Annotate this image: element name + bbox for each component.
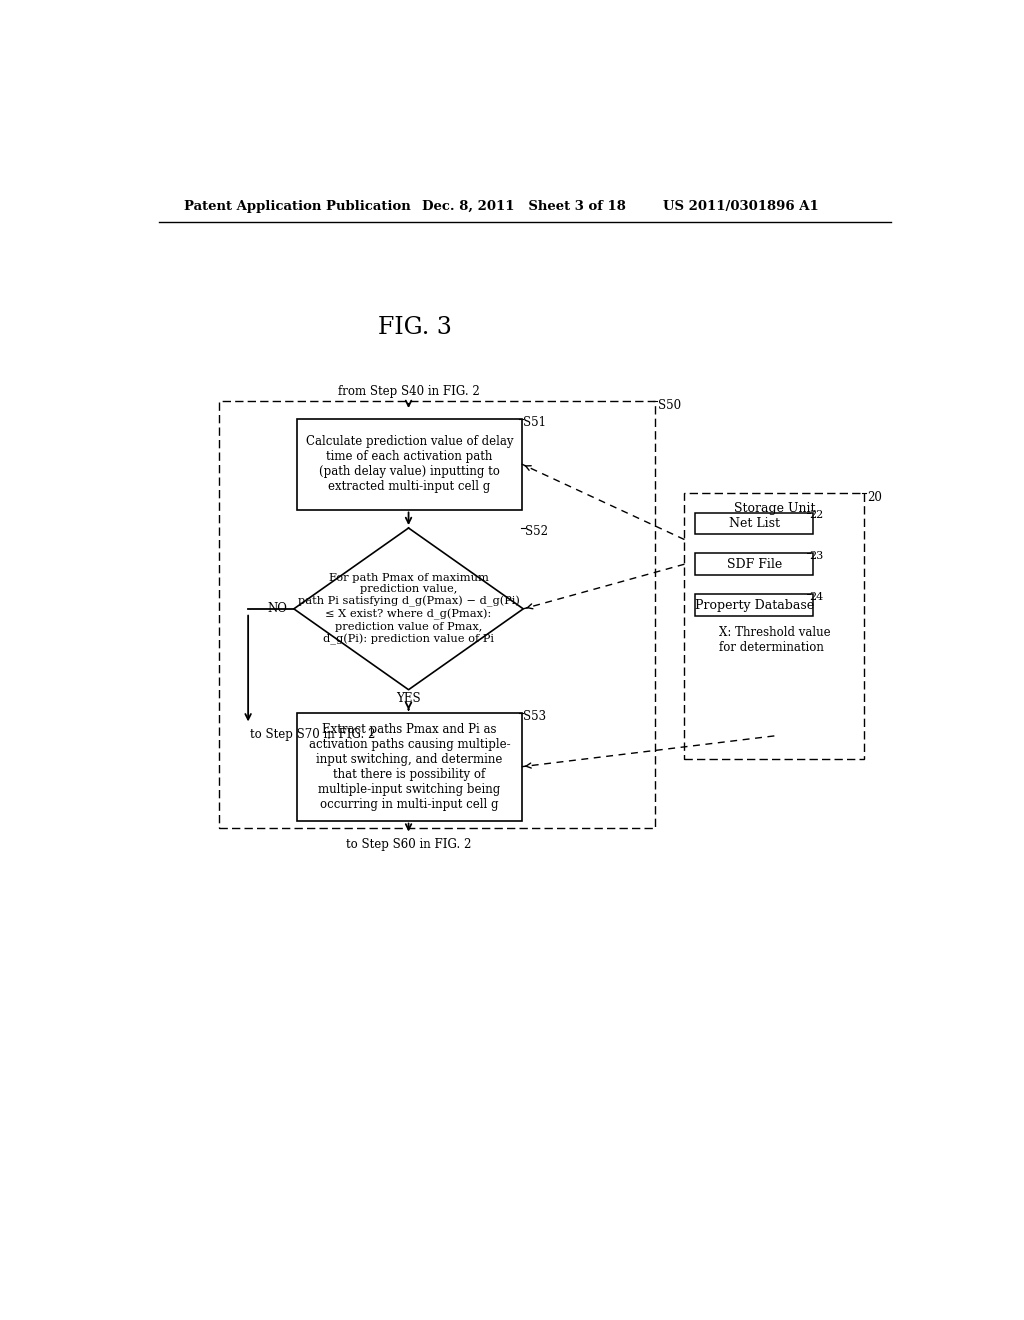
Text: FIG. 3: FIG. 3 [378, 317, 452, 339]
Text: 23: 23 [809, 550, 823, 561]
Text: Extract paths Pmax and Pi as
activation paths causing multiple-
input switching,: Extract paths Pmax and Pi as activation … [308, 723, 510, 810]
Bar [695, 512, 813, 535]
Text: X: Threshold value
for determination: X: Threshold value for determination [719, 626, 830, 653]
Bar [695, 553, 813, 576]
Text: S53: S53 [523, 710, 547, 723]
Text: to Step S60 in FIG. 2: to Step S60 in FIG. 2 [346, 838, 471, 851]
Bar [695, 594, 813, 615]
Text: to Step S70 in FIG. 2: to Step S70 in FIG. 2 [251, 727, 376, 741]
Text: Property Database: Property Database [694, 598, 814, 611]
Text: YES: YES [396, 693, 421, 705]
Text: Storage Unit: Storage Unit [733, 502, 815, 515]
Text: NO: NO [267, 602, 288, 615]
Text: 20: 20 [867, 491, 883, 504]
Text: S50: S50 [658, 399, 681, 412]
Text: US 2011/0301896 A1: US 2011/0301896 A1 [663, 199, 818, 213]
Text: 24: 24 [809, 591, 823, 602]
Text: 22: 22 [809, 510, 823, 520]
Bar [219, 401, 655, 829]
Bar [684, 494, 864, 759]
Text: Patent Application Publication: Patent Application Publication [183, 199, 411, 213]
Bar [297, 418, 521, 510]
Text: from Step S40 in FIG. 2: from Step S40 in FIG. 2 [338, 385, 479, 399]
Bar [297, 713, 521, 821]
Text: For path Pmax of maximum
prediction value,
path Pi satisfying d_g(Pmax) − d_g(Pi: For path Pmax of maximum prediction valu… [298, 573, 519, 645]
Text: S51: S51 [523, 416, 546, 429]
Text: SDF File: SDF File [727, 557, 782, 570]
Text: Calculate prediction value of delay
time of each activation path
(path delay val: Calculate prediction value of delay time… [305, 436, 513, 494]
Text: Net List: Net List [729, 517, 779, 529]
Text: S52: S52 [524, 525, 548, 539]
Text: Dec. 8, 2011   Sheet 3 of 18: Dec. 8, 2011 Sheet 3 of 18 [423, 199, 627, 213]
